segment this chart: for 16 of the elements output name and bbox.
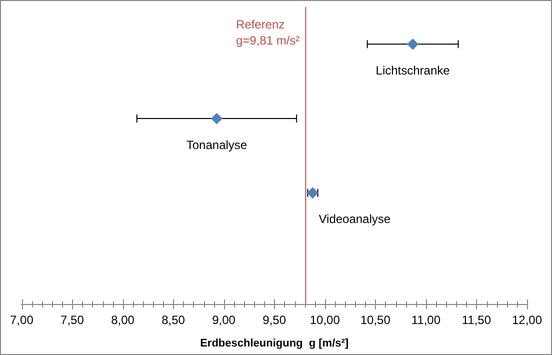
x-tick-label: 7,00 (10, 312, 34, 327)
x-tick-label: 7,50 (60, 312, 84, 327)
y-tick-label: Videoanalyse (318, 212, 391, 226)
y-tick-label: Tonanalyse (186, 138, 248, 152)
ref-line-label: Referenz g=9,81 m/s² (236, 17, 300, 48)
x-tick-label: 10,00 (310, 312, 340, 327)
y-tick-label: Lichtschranke (376, 63, 450, 78)
x-tick-label: 11,00 (411, 312, 441, 327)
x-tick-label: 12,00 (512, 312, 542, 327)
x-axis-title: Erdbeschleunigung g [m/s²] (200, 337, 349, 350)
x-tick-label: 9,50 (262, 312, 286, 327)
x-tick-label: 8,00 (111, 312, 135, 327)
x-tick-label: 9,00 (212, 312, 236, 327)
x-tick-label: 11,50 (462, 312, 492, 327)
x-tick-label: 8,50 (162, 312, 186, 327)
x-tick-label: 10,50 (360, 312, 391, 327)
